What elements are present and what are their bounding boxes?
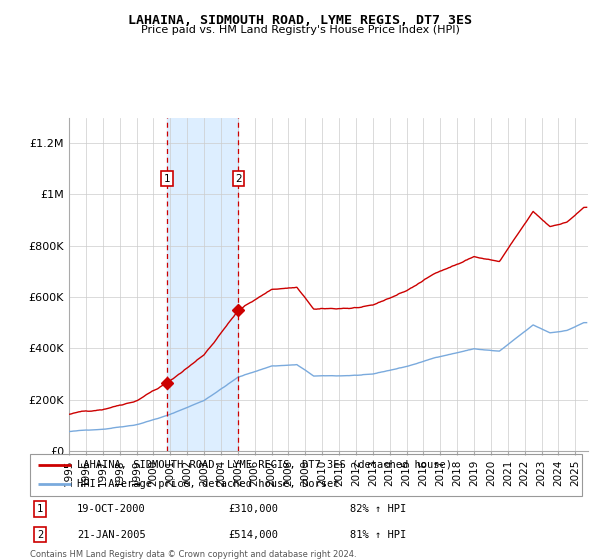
Text: 21-JAN-2005: 21-JAN-2005 xyxy=(77,530,146,540)
Text: 82% ↑ HPI: 82% ↑ HPI xyxy=(350,504,406,514)
Text: 1: 1 xyxy=(37,504,43,514)
Text: 1: 1 xyxy=(164,174,170,184)
Text: LAHAINA, SIDMOUTH ROAD, LYME REGIS, DT7 3ES (detached house): LAHAINA, SIDMOUTH ROAD, LYME REGIS, DT7 … xyxy=(77,460,452,470)
Bar xyxy=(167,118,238,451)
Text: LAHAINA, SIDMOUTH ROAD, LYME REGIS, DT7 3ES: LAHAINA, SIDMOUTH ROAD, LYME REGIS, DT7 … xyxy=(128,14,472,27)
Text: £310,000: £310,000 xyxy=(229,504,279,514)
Text: Contains HM Land Registry data © Crown copyright and database right 2024.
This d: Contains HM Land Registry data © Crown c… xyxy=(30,550,356,560)
Text: HPI: Average price, detached house, Dorset: HPI: Average price, detached house, Dors… xyxy=(77,479,340,489)
Text: £514,000: £514,000 xyxy=(229,530,279,540)
Text: Price paid vs. HM Land Registry's House Price Index (HPI): Price paid vs. HM Land Registry's House … xyxy=(140,25,460,35)
Text: 2: 2 xyxy=(235,174,242,184)
Text: 19-OCT-2000: 19-OCT-2000 xyxy=(77,504,146,514)
Text: 2: 2 xyxy=(37,530,43,540)
Text: 81% ↑ HPI: 81% ↑ HPI xyxy=(350,530,406,540)
